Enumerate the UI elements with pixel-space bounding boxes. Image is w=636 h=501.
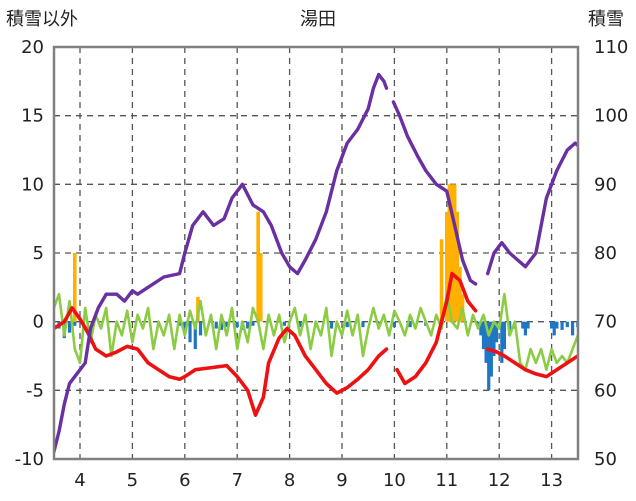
- orange-bar-6: [447, 184, 452, 322]
- orange-bar-3: [258, 253, 263, 322]
- orange-bar-4: [439, 239, 444, 322]
- plot-frame: [52, 45, 580, 461]
- blue-bar-23: [392, 321, 396, 328]
- orange-bar-10: [458, 266, 462, 322]
- right-tick-label-110: 110: [594, 37, 628, 58]
- blue-bar-44: [560, 321, 564, 330]
- blue-bar-20: [345, 321, 349, 328]
- blue-bar-16: [282, 321, 286, 326]
- left-axis-label: 積雪以外: [6, 9, 78, 30]
- blue-bar-39: [523, 321, 527, 336]
- chart-title: 湯田: [300, 9, 336, 30]
- orange-bar-7: [450, 184, 454, 322]
- right-tick-label-80: 80: [594, 243, 617, 264]
- blue-bar-27: [479, 321, 483, 336]
- blue-bar-5: [183, 321, 187, 333]
- snow-depth-line-2: [391, 100, 478, 286]
- blue-bar-29: [484, 321, 488, 363]
- blue-bar-24: [408, 321, 412, 328]
- orange-bar-2: [256, 211, 260, 322]
- orange-bar-8: [452, 184, 457, 322]
- right-tick-label-70: 70: [594, 312, 617, 333]
- left-tick-label-10: 10: [21, 174, 44, 195]
- x-tick-label-11: 11: [435, 470, 458, 491]
- green-series-line: [54, 292, 578, 371]
- series-layer: [54, 72, 632, 454]
- x-tick-label-6: 6: [179, 470, 190, 491]
- blue-bar-32: [492, 321, 496, 356]
- blue-bar-12: [235, 321, 239, 328]
- blue-bar-6: [188, 321, 192, 343]
- temperature-line-3: [485, 347, 578, 379]
- right-axis-label: 積雪: [588, 9, 624, 30]
- temperature-line-2: [395, 271, 478, 386]
- snow-depth-line-3: [486, 141, 578, 276]
- snow-depth-line-1: [54, 72, 389, 454]
- blue-bar-43: [555, 321, 559, 329]
- temperature-line-1: [54, 306, 389, 417]
- right-tick-label-50: 50: [594, 449, 617, 470]
- blue-bar-45: [565, 321, 569, 328]
- blue-bar-34: [500, 321, 504, 363]
- blue-bar-8: [198, 321, 203, 336]
- x-tick-label-12: 12: [488, 470, 511, 491]
- x-tick-label-7: 7: [231, 470, 242, 491]
- blue-bar-28: [481, 321, 486, 350]
- left-tick-label-20: 20: [21, 37, 44, 58]
- left-tick-label-15: 15: [21, 106, 44, 127]
- x-tick-label-5: 5: [127, 470, 138, 491]
- blue-bar-10: [219, 321, 224, 330]
- blue-bar-53: [621, 322, 624, 338]
- blue-bar-33: [494, 321, 499, 343]
- blue-bar-48: [587, 322, 590, 326]
- blue-bar-2: [67, 321, 72, 333]
- blue-bar-55: [629, 322, 632, 336]
- blue-bar-3: [73, 321, 77, 326]
- plot-area: -10 -5 0 5 10 15 20 50 60 70 80 90 100 110 4 5 6 7 8 9 10 11 1…: [15, 37, 632, 491]
- right-tick-label-100: 100: [594, 106, 628, 127]
- blue-bar-4: [177, 321, 182, 326]
- blue-bar-21: [361, 321, 365, 328]
- blue-bar-19: [329, 321, 334, 329]
- x-tick-label-10: 10: [383, 470, 406, 491]
- orange-bar-9: [455, 211, 460, 322]
- blue-bar-42: [552, 321, 556, 336]
- left-tick-label-5: 5: [33, 243, 44, 264]
- blue-bar-40: [526, 321, 530, 329]
- x-tick-label-13: 13: [540, 470, 563, 491]
- x-tick-label-4: 4: [74, 470, 85, 491]
- orange-bar-0: [72, 253, 77, 322]
- right-tick-label-90: 90: [594, 174, 617, 195]
- left-tick-label-0: 0: [33, 312, 44, 333]
- blue-bar-35: [502, 321, 507, 350]
- blue-bar-11: [225, 321, 229, 328]
- blue-bar-41: [550, 321, 554, 329]
- blue-bar-14: [246, 321, 250, 329]
- right-tick-label-60: 60: [594, 380, 617, 401]
- x-tick-label-8: 8: [284, 470, 295, 491]
- blue-bar-15: [251, 321, 255, 326]
- left-tick-label--10: -10: [15, 449, 44, 470]
- orange-bar-5: [445, 211, 449, 322]
- x-tick-label-9: 9: [336, 470, 347, 491]
- blue-bar-7: [193, 321, 197, 350]
- blue-bar-54: [623, 322, 626, 333]
- blue-bar-30: [487, 321, 491, 391]
- blue-bar-46: [570, 321, 575, 336]
- blue-bar-38: [521, 321, 525, 329]
- left-tick-label--5: -5: [26, 380, 44, 401]
- blue-bar-9: [214, 321, 218, 329]
- blue-bar-17: [298, 321, 302, 328]
